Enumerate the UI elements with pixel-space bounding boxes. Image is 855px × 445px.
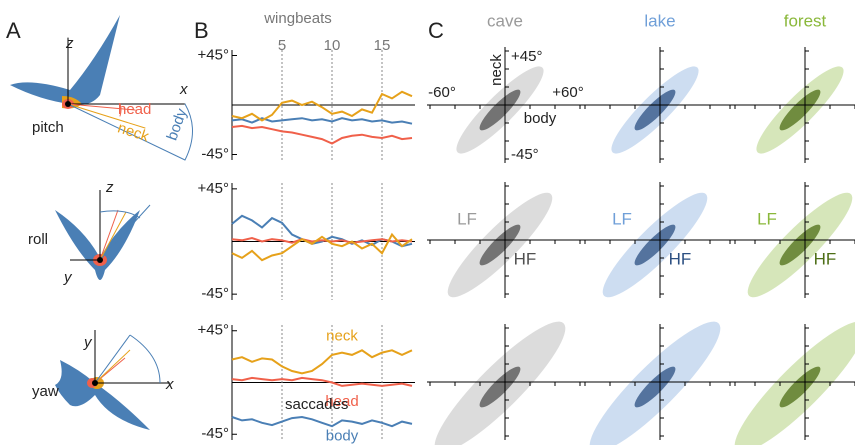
x-tick-label: 10 [324,37,341,54]
scatter-grid: cave LF HF lake LF HF forest LF HF neck +45° -45° -6… [427,11,855,445]
axis-label: +60° [552,84,583,101]
annotation: saccades [285,396,348,413]
hf-label: HF [669,249,692,268]
scatter-core [479,89,521,131]
body-label: body [164,106,191,143]
yaw-diagram [55,330,170,430]
y-tick-label: -45° [201,425,229,442]
axis-label: x [165,376,174,393]
scatter-core [479,366,521,408]
axis-label: body [524,110,557,127]
hf-label: HF [514,249,537,268]
scatter-core [634,89,676,131]
axis-label: neck [488,54,505,86]
rotation-name: roll [28,231,48,248]
axis-label: z [65,35,74,52]
series-line [231,232,413,262]
series-line [231,124,413,145]
series-label: head [325,393,358,410]
scatter-core [634,224,676,266]
rotation-name: yaw [32,383,59,400]
x-tick-label: 5 [278,37,286,54]
scatter-core [779,89,821,131]
y-tick-label: +45° [198,322,229,339]
y-tick-label: -45° [201,285,229,302]
axis-label: z [105,179,114,196]
axis-label: +45° [511,48,542,65]
series-label: neck [326,328,358,345]
scatter-cloud [589,321,721,445]
axis-label: x [179,81,188,98]
scatter-core [779,366,821,408]
scatter-core [634,366,676,408]
series-label: body [326,427,359,444]
neck-label: neck [116,119,152,145]
y-tick-label: +45° [198,180,229,197]
hf-label: HF [814,249,837,268]
series-line [231,415,413,428]
axis-label: -45° [511,146,539,163]
panel-label: A [6,18,21,43]
axis-label: y [63,269,73,286]
pitch-diagram [10,15,193,161]
series-line [231,117,413,125]
panel-label: B [194,18,209,43]
scatter-core [779,224,821,266]
axis-label: -60° [428,84,456,101]
roll-diagram [55,190,151,280]
lf-label: LF [757,209,777,228]
x-tick-label: 15 [374,37,391,54]
x-axis-title: wingbeats [263,10,332,27]
scatter-cloud [434,321,566,445]
series-line [231,376,413,387]
axis-label: y [83,334,93,351]
column-title: cave [487,11,523,30]
rotation-name: pitch [32,119,64,136]
series-line [231,236,413,244]
scatter-cloud [734,321,855,445]
lf-label: LF [457,209,477,228]
y-tick-label: +45° [198,46,229,63]
panel-label: C [428,18,444,43]
head-label: head [118,101,151,118]
scatter-core [479,224,521,266]
series-line [231,349,413,375]
column-title: forest [784,11,827,30]
column-title: lake [644,11,675,30]
y-tick-label: -45° [201,145,229,162]
series-line [231,90,413,122]
time-series: 5 10 15 +45° -45° +45° -45° +45° -45° neck head bod… [198,37,415,444]
lf-label: LF [612,209,632,228]
